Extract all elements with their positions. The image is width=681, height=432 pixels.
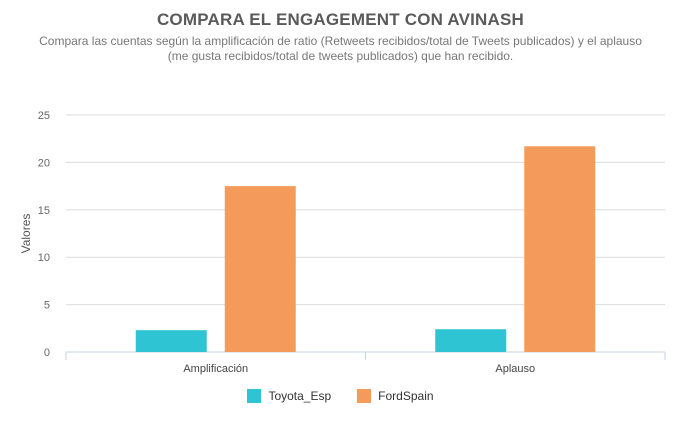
chart-subtitle: Compara las cuentas según la amplificaci… bbox=[39, 34, 642, 63]
x-tick-label: Aplauso bbox=[495, 363, 535, 375]
y-tick-label: 5 bbox=[44, 300, 50, 312]
bar-fordspain-0 bbox=[224, 186, 296, 352]
y-tick-label: 15 bbox=[38, 205, 50, 217]
y-tick-label: 0 bbox=[44, 347, 50, 359]
y-axis-label: Valores bbox=[19, 214, 33, 254]
y-tick-label: 20 bbox=[38, 157, 50, 169]
x-tick-label: Amplificación bbox=[183, 363, 248, 375]
bar-toyota-esp-0 bbox=[135, 330, 207, 352]
legend-swatch-toyota bbox=[247, 389, 262, 403]
legend-item-toyota[interactable]: Toyota_Esp bbox=[247, 389, 331, 403]
legend-label-toyota: Toyota_Esp bbox=[268, 389, 332, 403]
chart-title: COMPARA EL ENGAGEMENT CON AVINASH bbox=[156, 10, 525, 29]
legend-item-ford[interactable]: FordSpain bbox=[357, 389, 434, 403]
y-tick-label: 10 bbox=[38, 252, 50, 264]
legend-swatch-ford bbox=[357, 389, 372, 403]
legend-label-ford: FordSpain bbox=[378, 389, 434, 403]
bar-fordspain-1 bbox=[524, 146, 596, 352]
y-tick-label: 25 bbox=[38, 110, 50, 122]
bar-toyota-esp-1 bbox=[435, 329, 507, 352]
legend: Toyota_Esp FordSpain bbox=[0, 389, 681, 403]
